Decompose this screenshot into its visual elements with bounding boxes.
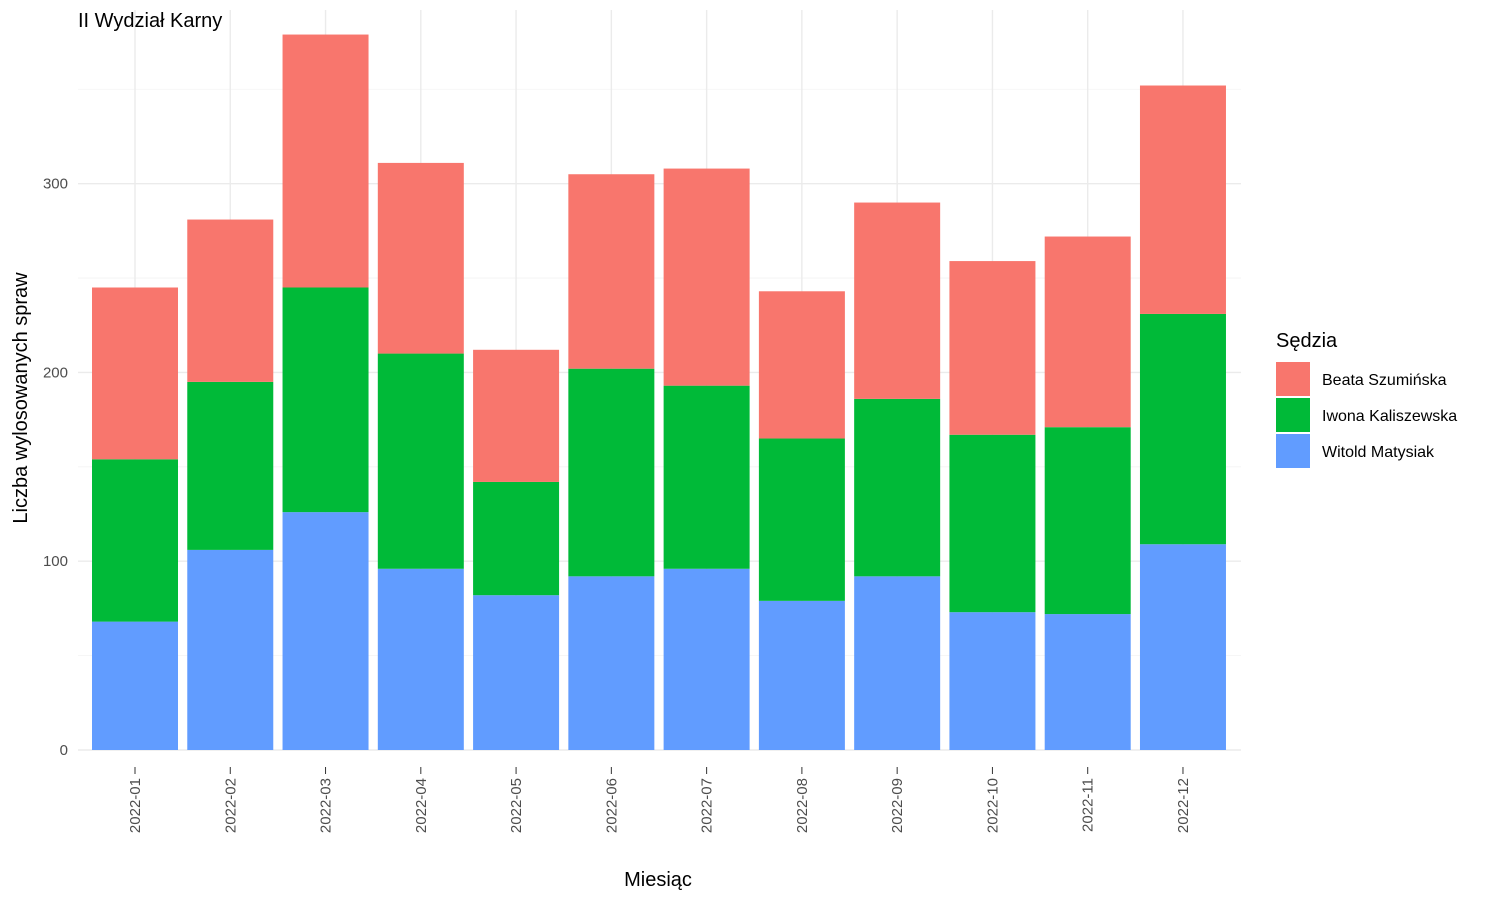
x-tick-label: 2022-01 (127, 778, 144, 833)
bar-segment (1139, 544, 1226, 750)
y-tick-label: 0 (60, 742, 68, 759)
legend-label: Beata Szumińska (1322, 372, 1447, 389)
x-tick-label: 2022-08 (794, 778, 811, 833)
y-tick-label: 100 (43, 553, 68, 570)
bar-segment (187, 219, 274, 382)
bar-segment (187, 381, 274, 550)
bar-segment (663, 168, 750, 386)
bar-segment (663, 385, 750, 569)
x-tick-label: 2022-02 (222, 778, 239, 833)
bar-segment (473, 349, 560, 482)
bar-segment (92, 621, 178, 750)
x-tick-label: 2022-09 (889, 778, 906, 833)
legend-label: Witold Matysiak (1322, 444, 1435, 461)
bar-segment (282, 34, 369, 288)
bar-segment (1044, 427, 1131, 615)
legend-title: Sędzia (1276, 330, 1338, 352)
bar-segment (854, 398, 941, 577)
bar-segment (187, 549, 274, 750)
legend: Sędzia Beata Szumińska Iwona Kaliszewska W… (1276, 330, 1457, 468)
bar-segment (568, 576, 655, 750)
bar-segment (473, 595, 560, 750)
x-tick-label: 2022-10 (984, 778, 1001, 833)
bar-segment (473, 481, 560, 596)
x-tick-label: 2022-06 (603, 778, 620, 833)
bar-segment (92, 287, 178, 460)
bar-segment (1139, 85, 1226, 314)
bar-segment (1044, 614, 1131, 750)
bar-segment (663, 568, 750, 750)
bar-segment (949, 612, 1036, 750)
x-tick-label: 2022-12 (1175, 778, 1192, 833)
bar-segment (949, 434, 1036, 613)
bar-segment (377, 162, 464, 354)
bar-segment (377, 353, 464, 569)
bar-segment (568, 368, 655, 577)
x-axis-title: Miesiąc (624, 869, 692, 891)
bar-segment (568, 174, 655, 369)
bar-segment (949, 261, 1036, 435)
bar-segment (1139, 313, 1226, 545)
y-axis-title: Liczba wylosowanych spraw (10, 272, 32, 524)
y-tick-label: 200 (43, 364, 68, 381)
legend-swatch (1276, 398, 1310, 432)
bar-segment (758, 600, 845, 750)
y-axis-ticks: 0 100 200 300 (43, 176, 68, 759)
x-tick-label: 2022-07 (699, 778, 716, 833)
bar-segment (854, 202, 941, 399)
chart-title: II Wydział Karny (78, 10, 222, 32)
x-tick-label: 2022-11 (1080, 778, 1097, 832)
legend-swatch (1276, 362, 1310, 396)
bar-segment (1044, 236, 1131, 428)
x-tick-label: 2022-04 (413, 778, 430, 833)
bar-segment (377, 568, 464, 750)
bar-segment (758, 291, 845, 439)
legend-swatch (1276, 434, 1310, 468)
y-tick-label: 300 (43, 176, 68, 193)
x-tick-label: 2022-05 (508, 778, 525, 833)
bar-segment (758, 438, 845, 601)
bar-segment (282, 287, 369, 513)
bar-segment (854, 576, 941, 750)
bars (92, 34, 1226, 750)
bar-segment (282, 512, 369, 750)
legend-label: Iwona Kaliszewska (1322, 408, 1457, 425)
x-axis-ticks: 2022-01 2022-02 2022-03 2022-04 2022-05 2022-… (127, 767, 1192, 833)
bar-segment (92, 459, 178, 622)
x-tick-label: 2022-03 (318, 778, 335, 833)
